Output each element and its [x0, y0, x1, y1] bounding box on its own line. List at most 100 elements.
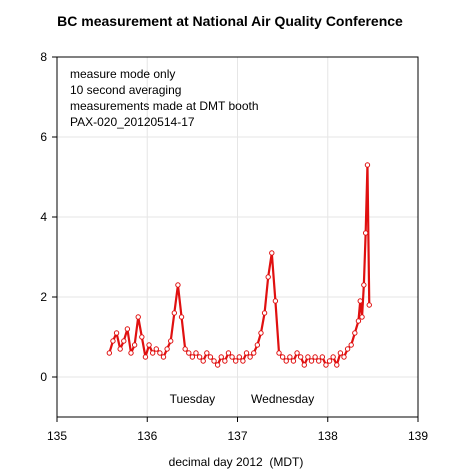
data-point	[276, 350, 282, 356]
data-point	[182, 346, 188, 352]
x-tick-label: 137	[227, 429, 247, 443]
data-point	[117, 346, 123, 352]
data-point	[106, 350, 113, 356]
data-point	[204, 350, 210, 356]
data-point	[211, 358, 217, 364]
data-point	[287, 354, 293, 360]
data-point	[110, 338, 116, 344]
data-point	[232, 358, 239, 364]
data-point	[160, 354, 167, 360]
data-point	[146, 342, 152, 348]
data-point	[164, 346, 170, 352]
x-axis-label: decimal day 2012 (MDT)	[169, 455, 304, 469]
data-point	[218, 354, 224, 360]
data-point	[341, 354, 347, 360]
data-point	[254, 342, 261, 348]
data-point	[308, 358, 315, 364]
data-point	[186, 350, 192, 356]
data-point	[269, 250, 275, 256]
data-point	[113, 330, 120, 336]
data-point	[251, 350, 257, 356]
data-point	[131, 342, 138, 348]
annotation-line: 10 second averaging	[70, 83, 181, 97]
data-point	[135, 314, 141, 320]
data-point	[128, 350, 134, 356]
data-point	[258, 330, 264, 336]
data-point	[301, 362, 307, 368]
data-point	[171, 310, 178, 316]
data-point	[225, 350, 232, 356]
data-series	[106, 162, 372, 368]
data-point	[265, 274, 271, 280]
data-point	[157, 350, 163, 356]
day-labels: Tuesday Wednesday	[170, 392, 315, 406]
y-tick-label: 8	[40, 50, 47, 64]
series-line	[108, 163, 371, 367]
data-point	[139, 334, 145, 340]
data-point	[229, 354, 235, 360]
data-point	[359, 314, 365, 320]
data-point	[196, 354, 203, 360]
data-point	[316, 358, 322, 364]
y-tick-label: 6	[40, 130, 47, 144]
annotation-line: PAX-020_20120514-17	[70, 115, 195, 129]
data-point	[175, 282, 181, 288]
data-point	[352, 330, 358, 336]
annotation-box: measure mode only 10 second averaging meas…	[70, 67, 259, 129]
data-point	[319, 354, 326, 360]
data-point	[168, 338, 174, 344]
data-point	[334, 362, 340, 368]
data-point	[189, 354, 196, 360]
data-point	[312, 354, 318, 360]
day-label: Wednesday	[251, 392, 314, 406]
chart-title: BC measurement at National Air Quality C…	[57, 13, 403, 29]
data-point	[344, 346, 351, 352]
annotation-line: measurements made at DMT booth	[70, 99, 259, 113]
data-point	[149, 350, 156, 356]
data-point	[355, 318, 362, 324]
y-tick-label: 4	[40, 210, 47, 224]
data-point	[124, 326, 131, 332]
data-point	[207, 354, 214, 360]
data-point	[153, 346, 159, 352]
x-axis: 135 136 137 138 139	[47, 417, 428, 443]
x-tick-label: 139	[408, 429, 428, 443]
data-point	[362, 230, 369, 236]
y-axis: 0 2 4 6 8	[40, 50, 57, 384]
data-point	[247, 354, 253, 360]
data-point	[337, 350, 344, 356]
data-point	[236, 354, 243, 360]
data-point	[364, 162, 371, 168]
data-point	[272, 298, 279, 304]
data-point	[121, 338, 127, 344]
data-point	[193, 350, 199, 356]
data-point	[290, 358, 297, 364]
day-label: Tuesday	[170, 392, 216, 406]
x-tick-label: 136	[137, 429, 157, 443]
data-point	[279, 354, 286, 360]
data-point	[222, 358, 228, 364]
data-point	[366, 302, 372, 308]
data-point	[142, 354, 149, 360]
x-tick-label: 135	[47, 429, 67, 443]
y-tick-label: 2	[40, 290, 47, 304]
data-point	[357, 298, 363, 304]
data-point	[297, 354, 304, 360]
data-point	[200, 358, 206, 364]
data-point	[323, 362, 329, 368]
data-point	[214, 362, 221, 368]
data-point	[283, 358, 289, 364]
data-point	[330, 354, 336, 360]
data-point	[305, 354, 311, 360]
annotation-line: measure mode only	[70, 67, 175, 81]
data-point	[240, 358, 246, 364]
data-point	[261, 310, 268, 316]
data-point	[348, 342, 354, 348]
y-tick-label: 0	[40, 370, 47, 384]
x-tick-label: 138	[318, 429, 338, 443]
data-point	[361, 282, 367, 288]
data-point	[294, 350, 300, 356]
data-point	[326, 358, 333, 364]
data-point	[178, 314, 185, 320]
